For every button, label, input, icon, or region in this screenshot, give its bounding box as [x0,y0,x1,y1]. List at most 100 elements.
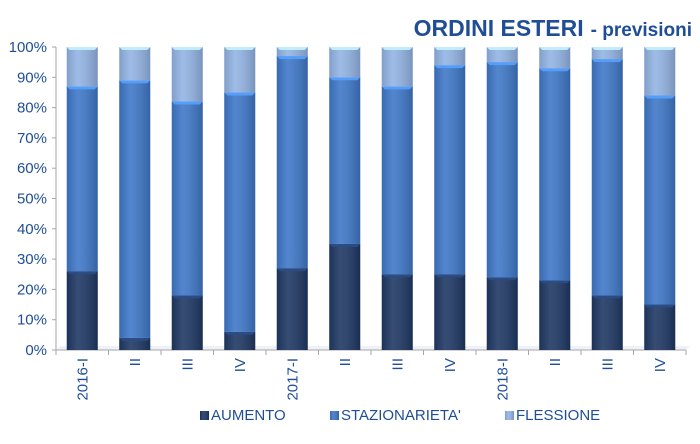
bar-segment-bevel [224,331,256,335]
bar-segment-shading [224,331,256,350]
legend-swatch-shading [200,411,209,420]
y-tick-label: 80% [17,100,47,117]
legend-label: STAZIONARIETA' [341,407,461,424]
bar-segment-shading [66,271,98,350]
legend-swatch-shading [505,411,514,420]
bar-segment-shading [644,47,676,96]
bar-segment-shading [434,47,466,66]
bar-segment-bevel [381,274,413,278]
x-tick-label: II [127,358,144,366]
x-tick-label: IV [232,358,249,372]
bar-segment-bevel [66,271,98,275]
x-tick-label: IV [442,358,459,372]
bar-segment-shading [644,304,676,350]
bar-segment-shading [329,243,361,350]
bar-segment-shading [276,268,308,350]
bar-segment-bevel [591,59,623,63]
legend-label: AUMENTO [211,407,286,424]
bar-segment-bevel [486,47,518,50]
bar-segment-bevel [486,62,518,66]
bar-segment-shading [66,86,98,272]
chart-title-group: ORDINI ESTERI - previsioni [414,15,692,41]
chart-title: ORDINI ESTERI [414,15,584,41]
legend-label: FLESSIONE [516,407,600,424]
bar-segment-bevel [276,268,308,272]
bar-segment-shading [434,274,466,350]
bar-segment-bevel [434,274,466,278]
bar-segment-shading [329,47,361,78]
bar-segment-bevel [539,68,571,72]
bar-segment-bevel [591,295,623,299]
bars [66,47,676,350]
bar-segment-bevel [486,277,518,281]
bar-segment-bevel [329,243,361,247]
bar-segment-shading [119,337,151,350]
y-tick-label: 20% [17,281,47,298]
x-tick-label: III [599,358,616,371]
bar-segment-bevel [539,47,571,50]
bar-segment-bevel [66,86,98,90]
y-tick-label: 70% [17,130,47,147]
x-axis-labels: 2016-I II III IV 2017-I II III IV 2018-I II III IV [74,358,669,401]
bar-segment-shading [171,47,203,102]
bar-segment-bevel [644,47,676,50]
bar-segment-bevel [644,304,676,308]
x-tick-label: III [179,358,196,371]
bar-segment-bevel [119,337,151,341]
y-tick-label: 50% [17,191,47,208]
bar-segment-bevel [224,47,256,50]
bar-segment-bevel [171,101,203,105]
bar-segment-bevel [591,47,623,50]
bar-segment-shading [434,65,466,275]
bar-segment-shading [539,68,571,281]
bar-segment-bevel [329,77,361,81]
x-tick-label: 2016-I [74,358,91,401]
y-tick-label: 0% [25,342,47,359]
bar-segment-bevel [539,280,571,284]
bar-segment-shading [66,47,98,87]
bar-segment-shading [381,47,413,87]
bar-segment-shading [591,59,623,296]
bar-segment-shading [329,77,361,244]
bar-segment-shading [486,62,518,278]
bar-segment-bevel [119,80,151,84]
bar-segment-shading [171,295,203,350]
bar-segment-bevel [171,47,203,50]
bar-segment-shading [171,101,203,296]
axes: 0% 10% 20% 30% 40% 50% 60% 70% 80% 90% 100% [9,39,690,359]
bar-segment-shading [224,92,256,332]
bar-segment-bevel [434,47,466,50]
y-tick-label: 100% [9,39,47,56]
y-tick-label: 30% [17,251,47,268]
bar-segment-bevel [224,92,256,96]
bar-segment-shading [539,47,571,69]
bar-segment-bevel [119,47,151,50]
bar-segment-shading [486,47,518,63]
bar-segment-shading [119,47,151,81]
bar-segment-bevel [381,47,413,50]
bar-segment-bevel [434,65,466,69]
chart-subtitle: - previsioni [591,20,692,41]
bar-segment-shading [276,56,308,269]
bar-segment-bevel [171,295,203,299]
x-tick-label: III [389,358,406,371]
bar-segment-bevel [276,47,308,50]
x-tick-label: IV [652,358,669,372]
chart-floor [56,346,690,350]
legend-swatch-shading [330,411,339,420]
y-tick-label: 60% [17,160,47,177]
bar-segment-shading [381,274,413,350]
y-tick-label: 40% [17,221,47,238]
bar-segment-shading [644,95,676,305]
bar-segment-shading [119,80,151,338]
bar-segment-shading [381,86,413,275]
legend: AUMENTO STAZIONARIETA' FLESSIONE [200,407,600,424]
x-tick-label: 2017-I [284,358,301,401]
x-tick-label: II [547,358,564,366]
y-tick-label: 10% [17,312,47,329]
bar-segment-shading [276,47,308,57]
x-tick-label: 2018-I [494,358,511,401]
x-tick-label: II [337,358,354,366]
